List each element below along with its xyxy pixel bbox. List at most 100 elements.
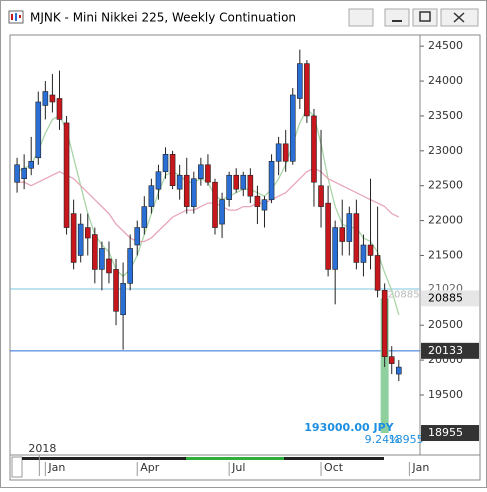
x-tick-label: Jul (231, 461, 245, 474)
y-tick-label: 22500 (428, 179, 463, 192)
candle-body (162, 154, 169, 173)
candle-body (353, 213, 360, 263)
candle (127, 234, 133, 291)
maximize-button[interactable] (412, 8, 438, 27)
candle (240, 171, 247, 197)
candle (84, 213, 91, 256)
candle-body (367, 244, 374, 256)
candle-body (63, 122, 70, 228)
candle (35, 91, 42, 165)
candle-body (240, 174, 247, 190)
candle-body (84, 227, 91, 239)
x-tick-label: Jan (411, 461, 429, 474)
candle (28, 136, 35, 176)
candle (247, 168, 254, 204)
candle (282, 129, 289, 172)
candle-body (374, 255, 381, 291)
candle-body (318, 185, 324, 207)
measure-from-label: 20885 (388, 289, 420, 300)
y-tick-label: 24000 (428, 74, 463, 87)
candle (70, 199, 77, 270)
candle-body (205, 164, 211, 183)
candle-body (99, 248, 105, 270)
candle-body (113, 269, 119, 312)
y-tick-label: 23000 (428, 144, 463, 157)
candle-body (282, 143, 289, 162)
candle-body (311, 115, 317, 183)
candle (21, 154, 27, 190)
y-tick-label: 22000 (428, 214, 463, 227)
candle-body (106, 258, 112, 274)
candle-body (120, 283, 126, 316)
candle (63, 115, 70, 235)
y-tick-label: 20500 (428, 318, 463, 331)
candle-body (134, 227, 141, 246)
candle-body (176, 174, 183, 190)
candle (134, 220, 141, 256)
candle-body (148, 185, 155, 207)
candle (42, 81, 49, 120)
candle (113, 258, 119, 326)
candle (141, 196, 148, 235)
candle-body (226, 174, 232, 200)
candle-body (14, 164, 20, 183)
candle-body (70, 213, 77, 263)
window-buttons[interactable] (348, 8, 479, 27)
candle (297, 49, 303, 109)
candle-body (304, 63, 310, 117)
candle (120, 262, 126, 350)
candle-body (155, 171, 162, 190)
candle (311, 108, 317, 207)
candle (318, 129, 324, 228)
x-tick-label: Oct (324, 461, 344, 474)
candle-body (21, 167, 27, 180)
candle (367, 178, 374, 270)
moving-average (17, 167, 400, 243)
candle-body (56, 98, 63, 120)
candle-body (297, 63, 303, 99)
candle (92, 227, 98, 284)
candle-body (268, 160, 275, 200)
candle (77, 213, 84, 263)
candle-body (28, 160, 35, 169)
minimize-button[interactable] (384, 8, 410, 27)
link-button[interactable] (348, 8, 374, 27)
candle (198, 157, 204, 186)
measure-percent: 9.24% (365, 433, 400, 446)
candle (360, 234, 367, 277)
price-marker-label: 20133 (428, 344, 463, 357)
window-title: MJNK - Mini Nikkei 225, Weekly Continuat… (30, 11, 296, 25)
candle-body (275, 143, 282, 162)
candle-body (332, 227, 338, 270)
candle-body (49, 94, 56, 103)
candle (275, 136, 282, 176)
candle (381, 283, 388, 368)
candle-body (219, 199, 225, 225)
candle (190, 171, 197, 214)
candle-body (261, 199, 268, 211)
y-tick-label: 24500 (428, 39, 463, 52)
candle (339, 199, 346, 256)
candle-body (169, 154, 176, 186)
candle (106, 241, 112, 284)
candle-body (233, 174, 240, 190)
candle-body (141, 206, 148, 228)
price-marker-label: 20885 (428, 291, 463, 304)
price-marker-label: 18955 (428, 426, 463, 439)
candle (205, 154, 211, 186)
time-scrollbar[interactable] (11, 456, 384, 478)
candle (155, 164, 162, 200)
candle (212, 178, 218, 235)
candle (226, 171, 232, 207)
candle-body (35, 101, 42, 159)
measure-amount: 193000.00 JPY (304, 421, 394, 434)
candle-body (190, 178, 197, 207)
price-marker-box (421, 342, 479, 359)
chart-frame (9, 34, 481, 481)
app-icon (8, 10, 24, 24)
candle-body (42, 91, 49, 106)
candle-body (127, 248, 133, 284)
candle (304, 60, 310, 123)
candle-body (77, 223, 84, 256)
candle (56, 70, 63, 130)
